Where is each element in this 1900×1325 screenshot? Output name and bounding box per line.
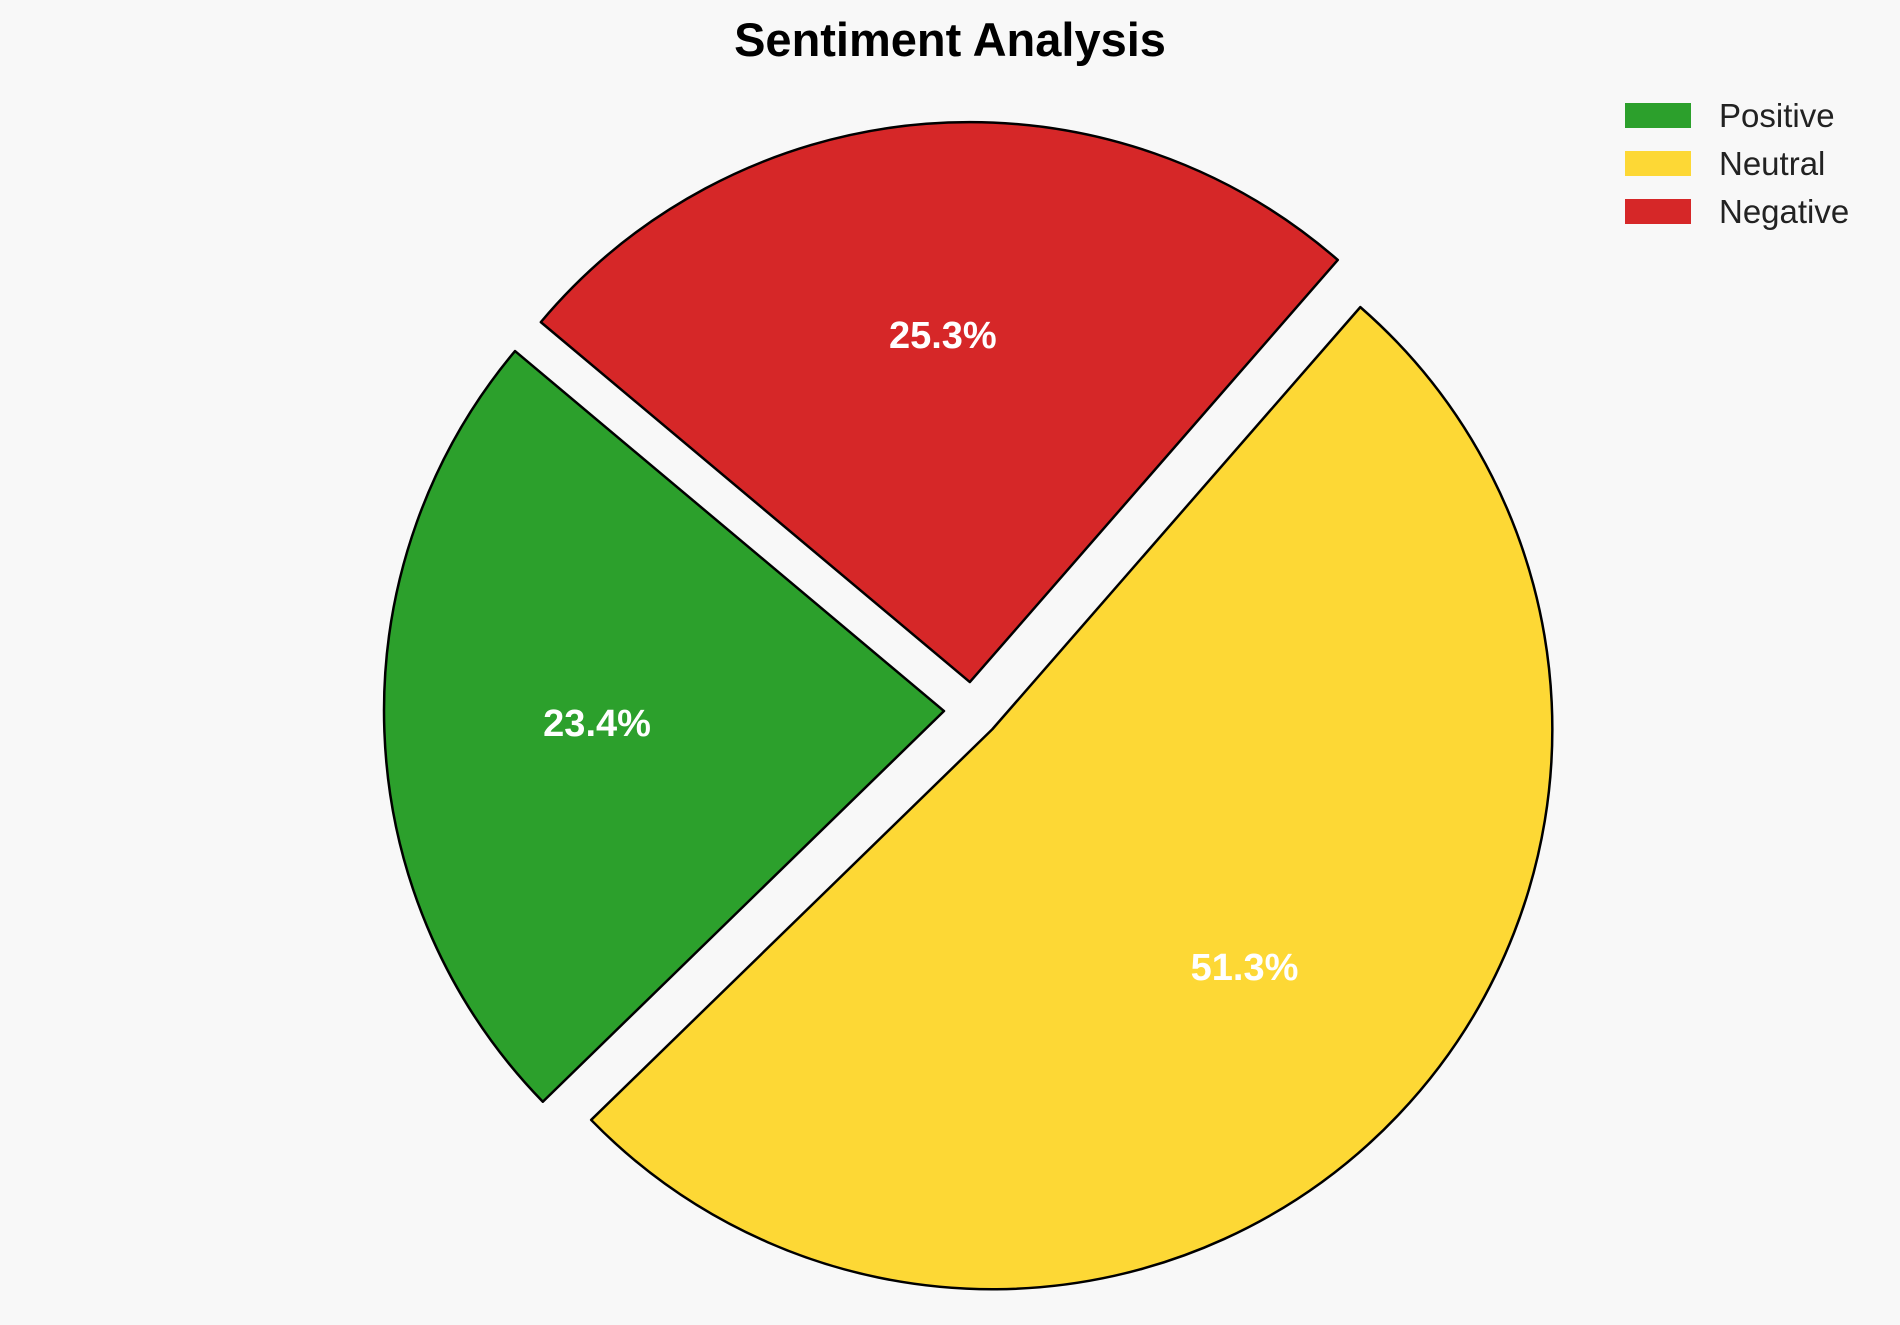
pie-slice-labels: 23.4% 51.3% 25.3% — [543, 315, 1298, 989]
legend-swatch-positive — [1625, 103, 1691, 128]
legend-swatch-negative — [1625, 199, 1691, 224]
legend-swatch-neutral — [1625, 151, 1691, 176]
slice-label-neutral: 51.3% — [1191, 947, 1299, 989]
legend: Positive Neutral Negative — [1625, 97, 1849, 230]
pie-slices — [382, 120, 1554, 1291]
slice-label-negative: 25.3% — [889, 315, 997, 357]
legend-label-negative: Negative — [1719, 193, 1849, 230]
pie-slice-neutral — [589, 305, 1554, 1291]
legend-label-neutral: Neutral — [1719, 145, 1825, 182]
slice-label-positive: 23.4% — [543, 703, 651, 745]
pie-slice-negative — [539, 120, 1340, 684]
chart-title: Sentiment Analysis — [734, 13, 1166, 66]
pie-slice-positive — [382, 349, 946, 1103]
legend-label-positive: Positive — [1719, 97, 1835, 134]
